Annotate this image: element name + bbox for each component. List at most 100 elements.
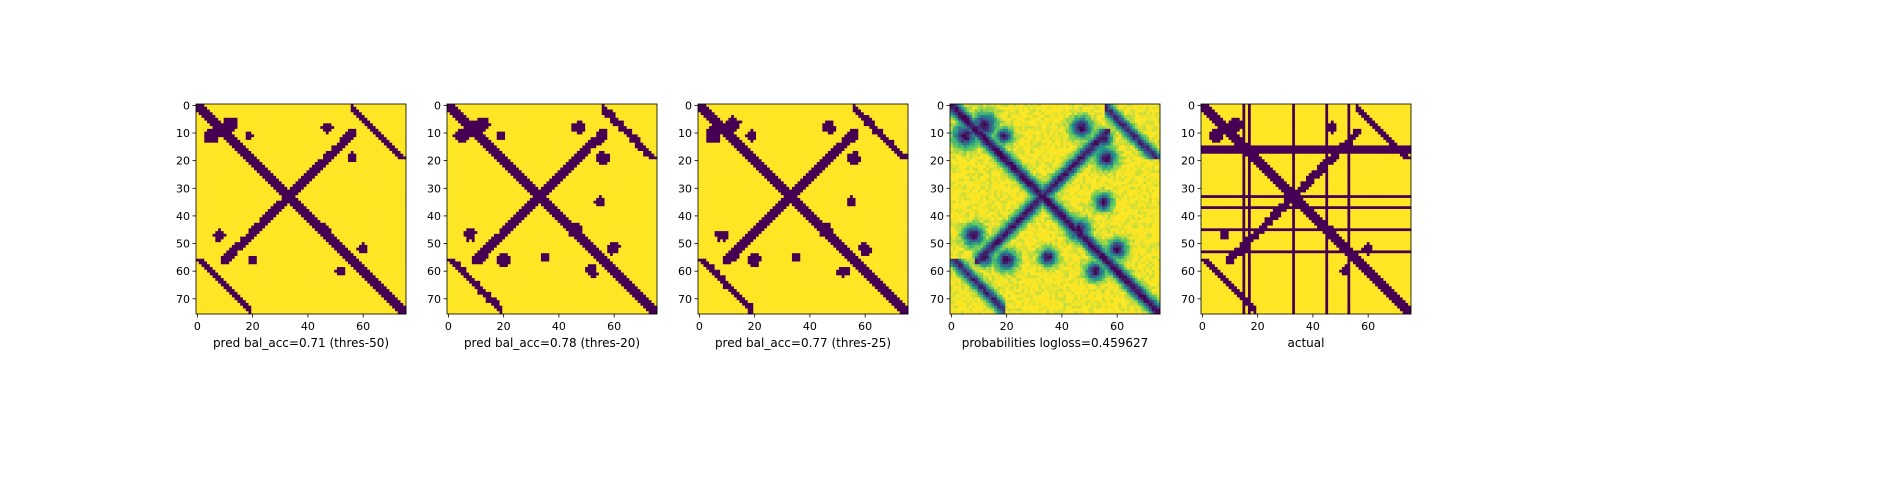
heatmap-cell: [329, 215, 332, 218]
heatmap-cell: [282, 168, 285, 171]
heatmap-cell: [276, 192, 279, 195]
heatmap-cell: [340, 237, 343, 240]
heatmap-cell: [398, 123, 401, 126]
heatmap-cell: [323, 173, 326, 176]
heatmap-cell: [365, 157, 368, 160]
heatmap-cell: [210, 157, 213, 160]
heatmap-cell: [229, 110, 232, 113]
heatmap-cell: [351, 267, 354, 270]
heatmap-cell: [237, 129, 240, 132]
heatmap-cell: [398, 273, 401, 276]
heatmap-cell: [265, 220, 268, 223]
heatmap-cell: [199, 168, 202, 171]
heatmap-cell: [229, 253, 232, 256]
heatmap-cell: [207, 273, 210, 276]
heatmap-cell: [218, 176, 221, 179]
heatmap-cell: [196, 267, 199, 270]
heatmap-cell: [199, 115, 202, 118]
heatmap-cell: [320, 192, 323, 195]
heatmap-cell: [315, 140, 318, 143]
heatmap-cell: [381, 184, 384, 187]
heatmap-cell: [365, 256, 368, 259]
heatmap-cell: [367, 110, 370, 113]
heatmap-cell: [282, 112, 285, 115]
heatmap-cell: [237, 170, 240, 173]
heatmap-cell: [342, 118, 345, 121]
heatmap-cell: [351, 231, 354, 234]
heatmap-cell: [298, 148, 301, 151]
heatmap-cell: [268, 242, 271, 245]
heatmap-cell: [237, 173, 240, 176]
heatmap-cell: [309, 157, 312, 160]
heatmap-cell: [362, 118, 365, 121]
heatmap-cell: [301, 223, 304, 226]
heatmap-cell: [340, 157, 343, 160]
heatmap-cell: [268, 123, 271, 126]
heatmap-cell: [213, 195, 216, 198]
heatmap-cell: [342, 132, 345, 135]
heatmap-cell: [221, 110, 224, 113]
heatmap-cell: [204, 190, 207, 193]
heatmap-cell: [351, 239, 354, 242]
heatmap-cell: [340, 173, 343, 176]
heatmap-cell: [389, 148, 392, 151]
heatmap-cell: [348, 123, 351, 126]
heatmap-cell: [221, 179, 224, 182]
heatmap-cell: [337, 181, 340, 184]
heatmap-cell: [367, 278, 370, 281]
heatmap-cell: [323, 192, 326, 195]
heatmap-cell: [196, 132, 199, 135]
heatmap-cell: [400, 253, 403, 256]
heatmap-cell: [389, 192, 392, 195]
heatmap-cell: [246, 118, 249, 121]
heatmap-cell: [345, 267, 348, 270]
heatmap-cell: [210, 148, 213, 151]
heatmap-cell: [287, 145, 290, 148]
heatmap-cell: [235, 192, 238, 195]
heatmap-cell: [260, 245, 263, 248]
heatmap-cell: [318, 242, 321, 245]
heatmap-cell: [293, 253, 296, 256]
heatmap-cell: [276, 239, 279, 242]
heatmap-cell: [246, 215, 249, 218]
heatmap-cell: [290, 145, 293, 148]
heatmap-cell: [395, 112, 398, 115]
heatmap-cell: [376, 165, 379, 168]
heatmap-cell: [329, 209, 332, 212]
heatmap-cell: [240, 248, 243, 251]
heatmap-cell: [365, 115, 368, 118]
heatmap-cell: [262, 281, 265, 284]
heatmap-cell: [395, 217, 398, 220]
heatmap-cell: [265, 242, 268, 245]
heatmap-cell: [395, 115, 398, 118]
heatmap-cell: [304, 137, 307, 140]
heatmap-cell: [351, 259, 354, 262]
heatmap-cell: [207, 126, 210, 129]
heatmap-cell: [276, 187, 279, 190]
heatmap-cell: [293, 198, 296, 201]
heatmap-cell: [237, 284, 240, 287]
heatmap-cell: [279, 157, 282, 160]
heatmap-cell: [384, 259, 387, 262]
heatmap-cell: [340, 284, 343, 287]
heatmap-cell: [315, 256, 318, 259]
heatmap-cell: [348, 267, 351, 270]
heatmap-cell: [271, 129, 274, 132]
heatmap-cell: [290, 154, 293, 157]
heatmap-cell: [301, 215, 304, 218]
heatmap-cell: [293, 121, 296, 124]
heatmap-cell: [295, 115, 298, 118]
heatmap-cell: [260, 159, 263, 162]
heatmap-cell: [304, 134, 307, 137]
heatmap-cell: [348, 107, 351, 110]
heatmap-cell: [224, 132, 227, 135]
heatmap-cell: [345, 278, 348, 281]
heatmap-cell: [331, 239, 334, 242]
heatmap-cell: [315, 179, 318, 182]
heatmap-cell: [295, 129, 298, 132]
heatmap-cell: [262, 104, 265, 107]
heatmap-cell: [331, 284, 334, 287]
heatmap-cell: [354, 275, 357, 278]
heatmap-cell: [196, 121, 199, 124]
heatmap-cell: [257, 121, 260, 124]
